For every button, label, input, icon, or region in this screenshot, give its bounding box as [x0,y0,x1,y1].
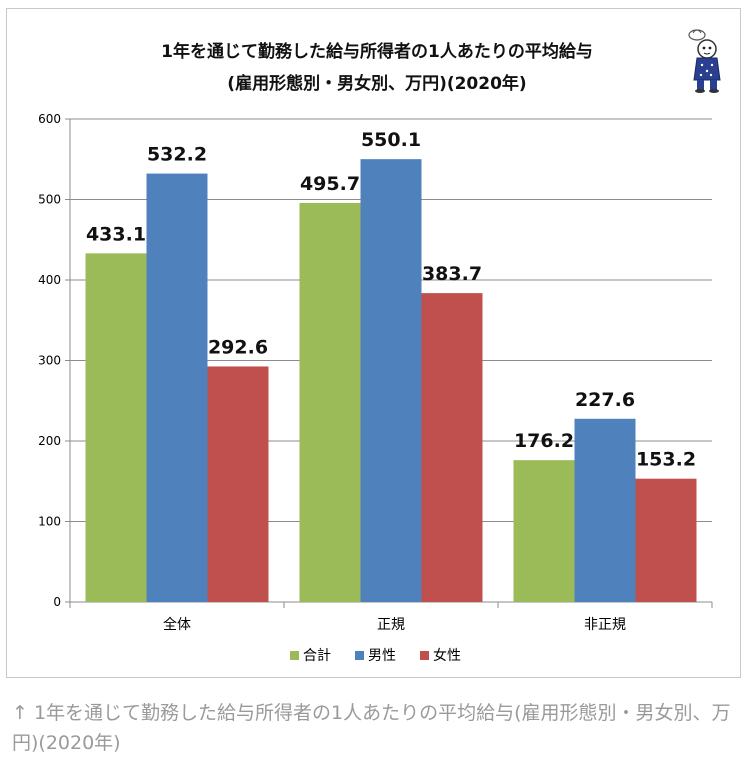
y-tick-label: 600 [38,112,61,126]
legend-swatch [420,651,429,660]
y-tick-label: 400 [38,273,61,287]
bar-合計 [85,253,147,603]
legend-label: 合計 [303,648,331,664]
mascot-character-icon [688,29,721,93]
y-tick-label: 500 [38,193,61,207]
y-axis-ticks: 0 100 200 300 400 500 600 [38,112,70,609]
bars [85,159,697,603]
bar-女性 [421,293,483,602]
bar-女性 [635,478,697,602]
legend: 合計 男性 女性 [290,647,461,664]
y-tick-label: 0 [53,595,61,609]
chart-title: 1年を通じて勤務した給与所得者の1人あたりの平均給与 (雇用形態別・男女別、万円… [161,41,593,94]
data-label: 532.2 [147,144,207,166]
legend-label: 女性 [433,647,461,664]
x-category-label: 全体 [163,616,191,633]
x-axis-categories: 全体 正規 非正規 [69,602,713,633]
x-category-label: 非正規 [584,617,626,633]
bar-男性 [146,173,208,603]
bar-女性 [207,366,269,602]
data-label: 153.2 [636,449,696,471]
y-tick-label: 200 [38,434,61,448]
chart-title-line-1: 1年を通じて勤務した給与所得者の1人あたりの平均給与 [161,41,593,62]
bar-chart: 1年を通じて勤務した給与所得者の1人あたりの平均給与 (雇用形態別・男女別、万円… [38,29,721,664]
data-label: 227.6 [575,389,635,411]
bar-合計 [513,460,575,602]
bar-合計 [299,202,361,603]
data-label: 495.7 [300,173,360,195]
legend-swatch [290,651,299,660]
data-label: 383.7 [422,263,482,285]
bar-男性 [360,159,422,602]
figure-caption: ↑ 1年を通じて勤務した給与所得者の1人あたりの平均給与(雇用形態別・男女別、万… [12,702,731,754]
y-tick-label: 300 [38,354,61,368]
chart-frame: 1年を通じて勤務した給与所得者の1人あたりの平均給与 (雇用形態別・男女別、万円… [6,8,741,678]
bar-男性 [574,418,636,602]
data-label: 292.6 [208,336,268,358]
legend-label: 男性 [368,648,396,664]
data-label: 433.1 [86,223,146,245]
chart-title-line-2: (雇用形態別・男女別、万円)(2020年) [227,73,526,94]
y-tick-label: 100 [38,515,61,529]
legend-swatch [355,651,364,660]
x-category-label: 正規 [377,617,405,633]
data-label: 550.1 [361,129,421,151]
data-label: 176.2 [514,430,574,452]
